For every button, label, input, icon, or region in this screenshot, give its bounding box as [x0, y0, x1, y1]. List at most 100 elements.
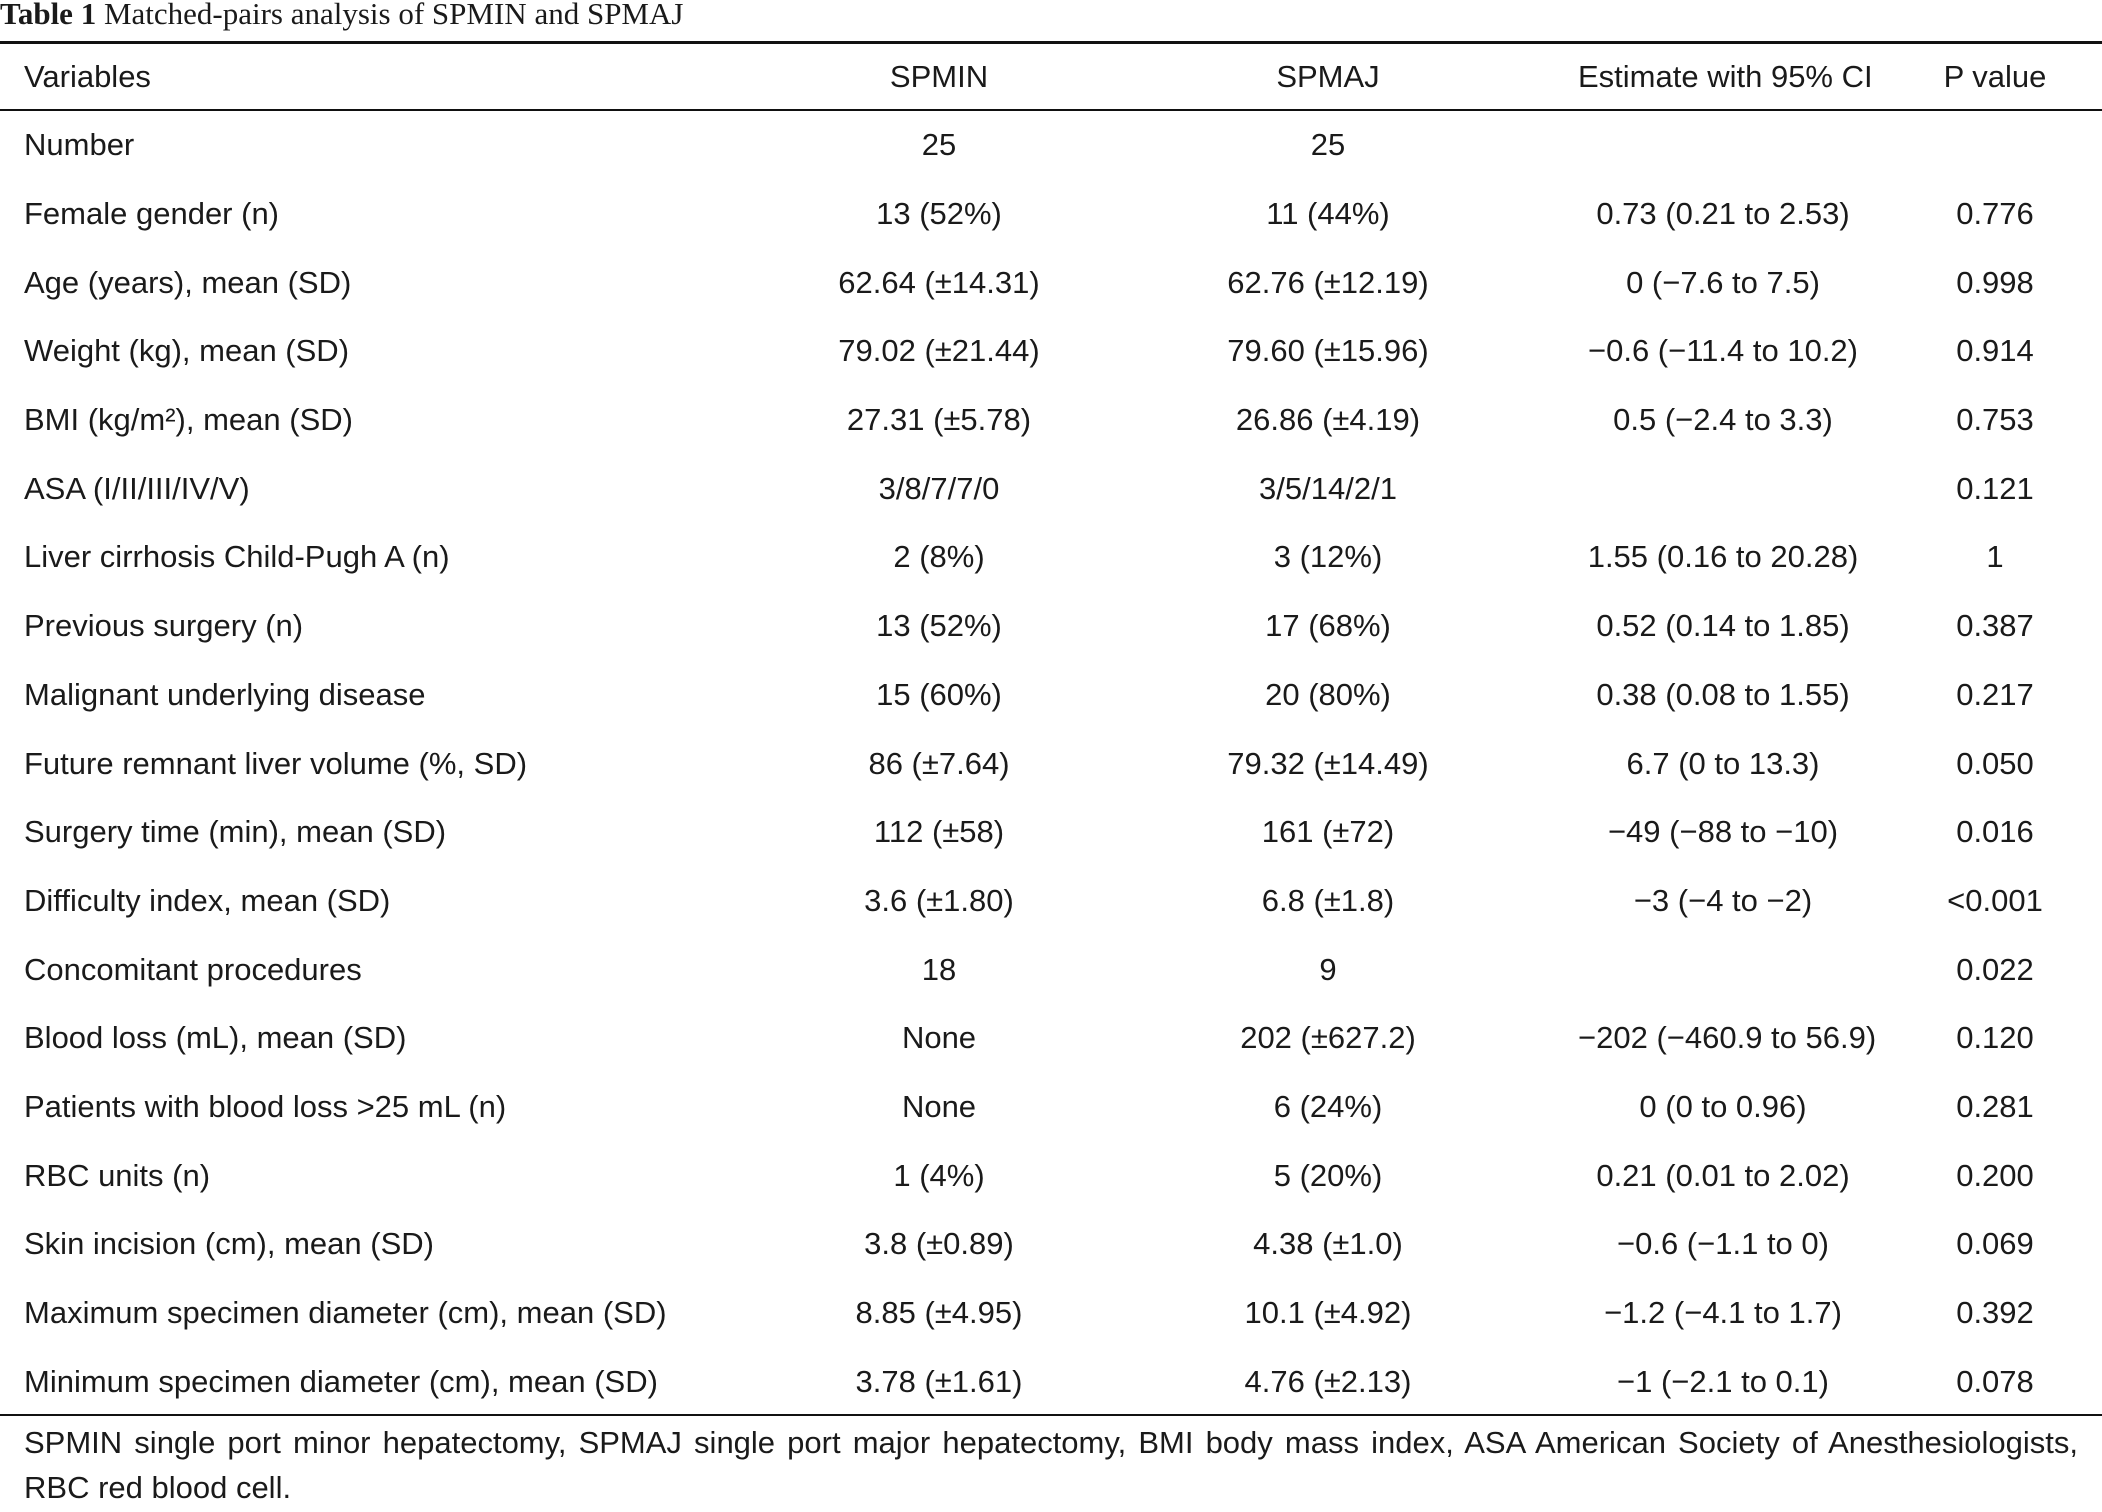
header-spmin: SPMIN — [889, 59, 989, 94]
table-row: Surgery time (min), mean (SD) 112 (±58) 16… — [0, 798, 2102, 867]
cell-spmaj: 6 (24%) — [1273, 1088, 1383, 1124]
header-estimate: Estimate with 95% CI — [1578, 59, 1873, 94]
cell-spmaj: 17 (68%) — [1265, 608, 1391, 644]
cell-spmaj: 4.38 (±1.0) — [1253, 1226, 1403, 1262]
cell-variable: BMI (kg/m²), mean (SD) — [24, 402, 353, 438]
cell-variable: Blood loss (mL), mean (SD) — [24, 1020, 407, 1056]
table-row: Skin incision (cm), mean (SD) 3.8 (±0.89)… — [0, 1210, 2102, 1279]
table-row: Number 25 25 — [0, 111, 2102, 180]
cell-spmin: 86 (±7.64) — [868, 745, 1010, 781]
cell-estimate: 1.55 (0.16 to 20.28) — [1587, 539, 1859, 575]
cell-p-value: 0.022 — [1956, 951, 2034, 987]
cell-spmin: 18 — [921, 951, 957, 987]
header-spmaj: SPMAJ — [1276, 59, 1380, 94]
table-caption-title: Matched-pairs analysis of SPMIN and SPMA… — [103, 0, 684, 31]
cell-variable: Liver cirrhosis Child-Pugh A (n) — [24, 539, 450, 575]
cell-estimate: −49 (−88 to −10) — [1607, 814, 1839, 850]
cell-spmin: 3/8/7/7/0 — [878, 470, 1000, 506]
cell-spmaj: 3/5/14/2/1 — [1259, 470, 1397, 506]
cell-variable: Concomitant procedures — [24, 951, 362, 987]
cell-variable: Age (years), mean (SD) — [24, 264, 352, 300]
cell-p-value: 0.016 — [1956, 814, 2034, 850]
cell-spmaj: 10.1 (±4.92) — [1244, 1295, 1412, 1331]
cell-spmaj: 25 — [1310, 127, 1346, 163]
table-row: Age (years), mean (SD) 62.64 (±14.31) 62.7… — [0, 248, 2102, 317]
header-row: Variables SPMIN SPMAJ Estimate with 95% … — [0, 44, 2102, 110]
cell-estimate: 0.5 (−2.4 to 3.3) — [1613, 402, 1833, 438]
cell-estimate: −202 (−460.9 to 56.9) — [1578, 1020, 1877, 1056]
cell-estimate: −1.2 (−4.1 to 1.7) — [1604, 1295, 1842, 1331]
cell-spmin: None — [901, 1020, 977, 1056]
cell-spmin: 8.85 (±4.95) — [855, 1295, 1023, 1331]
cell-p-value: 0.069 — [1956, 1226, 2034, 1262]
cell-spmin: None — [901, 1088, 977, 1124]
table-row: Blood loss (mL), mean (SD) None 202 (±627.… — [0, 1004, 2102, 1073]
cell-spmaj: 20 (80%) — [1265, 676, 1391, 712]
table-row: Previous surgery (n) 13 (52%) 17 (68%) 0.52… — [0, 592, 2102, 661]
table-body: Number 25 25 Female gender (n) 13 (52%) 11 (4… — [0, 110, 2102, 1416]
cell-spmin: 3.8 (±0.89) — [864, 1226, 1014, 1262]
cell-estimate: 0.52 (0.14 to 1.85) — [1596, 608, 1850, 644]
table-row: Concomitant procedures 18 9 0.022 — [0, 935, 2102, 1004]
cell-spmaj: 6.8 (±1.8) — [1261, 882, 1395, 918]
cell-variable: Difficulty index, mean (SD) — [24, 882, 391, 918]
cell-spmin: 1 (4%) — [893, 1157, 985, 1193]
cell-spmaj: 202 (±627.2) — [1240, 1020, 1416, 1056]
table-row: Weight (kg), mean (SD) 79.02 (±21.44) 79.6… — [0, 317, 2102, 386]
table-caption: Table 1 Matched-pairs analysis of SPMIN … — [0, 0, 683, 34]
cell-variable: RBC units (n) — [24, 1157, 211, 1193]
cell-spmin: 62.64 (±14.31) — [838, 264, 1040, 300]
cell-spmin: 15 (60%) — [876, 676, 1002, 712]
cell-estimate: 0.21 (0.01 to 2.02) — [1596, 1157, 1850, 1193]
cell-spmaj: 62.76 (±12.19) — [1227, 264, 1429, 300]
table-row: BMI (kg/m²), mean (SD) 27.31 (±5.78) 26.86… — [0, 386, 2102, 455]
cell-variable: Future remnant liver volume (%, SD) — [24, 745, 528, 781]
cell-spmin: 112 (±58) — [873, 814, 1005, 850]
cell-variable: Maximum specimen diameter (cm), mean (SD… — [24, 1295, 667, 1331]
table-row: Patients with blood loss >25 mL (n) None 6… — [0, 1073, 2102, 1142]
cell-p-value: <0.001 — [1947, 882, 2043, 918]
cell-variable: Minimum specimen diameter (cm), mean (SD… — [24, 1363, 658, 1399]
header-p-value: P value — [1943, 59, 2047, 94]
cell-variable: Previous surgery (n) — [24, 608, 304, 644]
table-header: Variables SPMIN SPMAJ Estimate with 95% … — [0, 44, 2102, 110]
cell-variable: ASA (I/II/III/IV/V) — [24, 470, 250, 506]
cell-spmin: 13 (52%) — [876, 196, 1002, 232]
table-row: Female gender (n) 13 (52%) 11 (44%) 0.73 (0… — [0, 180, 2102, 249]
cell-spmaj: 9 — [1319, 951, 1337, 987]
cell-spmin: 79.02 (±21.44) — [838, 333, 1040, 369]
cell-p-value: 0.998 — [1956, 264, 2034, 300]
cell-spmin: 2 (8%) — [893, 539, 985, 575]
cell-estimate: −0.6 (−11.4 to 10.2) — [1587, 333, 1858, 369]
table-row: Minimum specimen diameter (cm), mean (SD… — [0, 1347, 2102, 1416]
matched-pairs-table: Variables SPMIN SPMAJ Estimate with 95% … — [0, 44, 2102, 1416]
table-row: Difficulty index, mean (SD) 3.6 (±1.80) 6.… — [0, 867, 2102, 936]
cell-estimate: 6.7 (0 to 13.3) — [1626, 745, 1820, 781]
cell-spmin: 3.6 (±1.80) — [864, 882, 1014, 918]
cell-spmaj: 3 (12%) — [1273, 539, 1383, 575]
cell-variable: Surgery time (min), mean (SD) — [24, 814, 447, 850]
cell-p-value: 0.753 — [1956, 402, 2034, 438]
table-row: RBC units (n) 1 (4%) 5 (20%) 0.21 (0.01 to … — [0, 1141, 2102, 1210]
cell-p-value: 0.387 — [1956, 608, 2034, 644]
table-row: Future remnant liver volume (%, SD) 86 (±… — [0, 729, 2102, 798]
cell-spmin: 27.31 (±5.78) — [846, 402, 1032, 438]
cell-spmaj: 79.32 (±14.49) — [1227, 745, 1429, 781]
table-footnote: SPMIN single port minor hepatectomy, SPM… — [24, 1425, 2078, 1505]
cell-spmaj: 5 (20%) — [1273, 1157, 1383, 1193]
cell-p-value: 0.078 — [1956, 1363, 2034, 1399]
cell-variable: Malignant underlying disease — [24, 676, 426, 712]
cell-p-value: 0.776 — [1956, 196, 2034, 232]
cell-spmaj: 161 (±72) — [1261, 814, 1395, 850]
cell-spmin: 25 — [921, 127, 957, 163]
cell-estimate: 0 (−7.6 to 7.5) — [1626, 264, 1820, 300]
table-row: Liver cirrhosis Child-Pugh A (n) 2 (8%) 3 … — [0, 523, 2102, 592]
cell-variable: Weight (kg), mean (SD) — [24, 333, 350, 369]
cell-p-value: 0.050 — [1956, 745, 2034, 781]
cell-spmin: 3.78 (±1.61) — [855, 1363, 1023, 1399]
cell-estimate: −1 (−2.1 to 0.1) — [1617, 1363, 1829, 1399]
cell-variable: Skin incision (cm), mean (SD) — [24, 1226, 434, 1262]
cell-p-value: 0.200 — [1956, 1157, 2034, 1193]
cell-p-value: 0.121 — [1956, 470, 2034, 506]
cell-p-value: 1 — [1986, 539, 2004, 575]
